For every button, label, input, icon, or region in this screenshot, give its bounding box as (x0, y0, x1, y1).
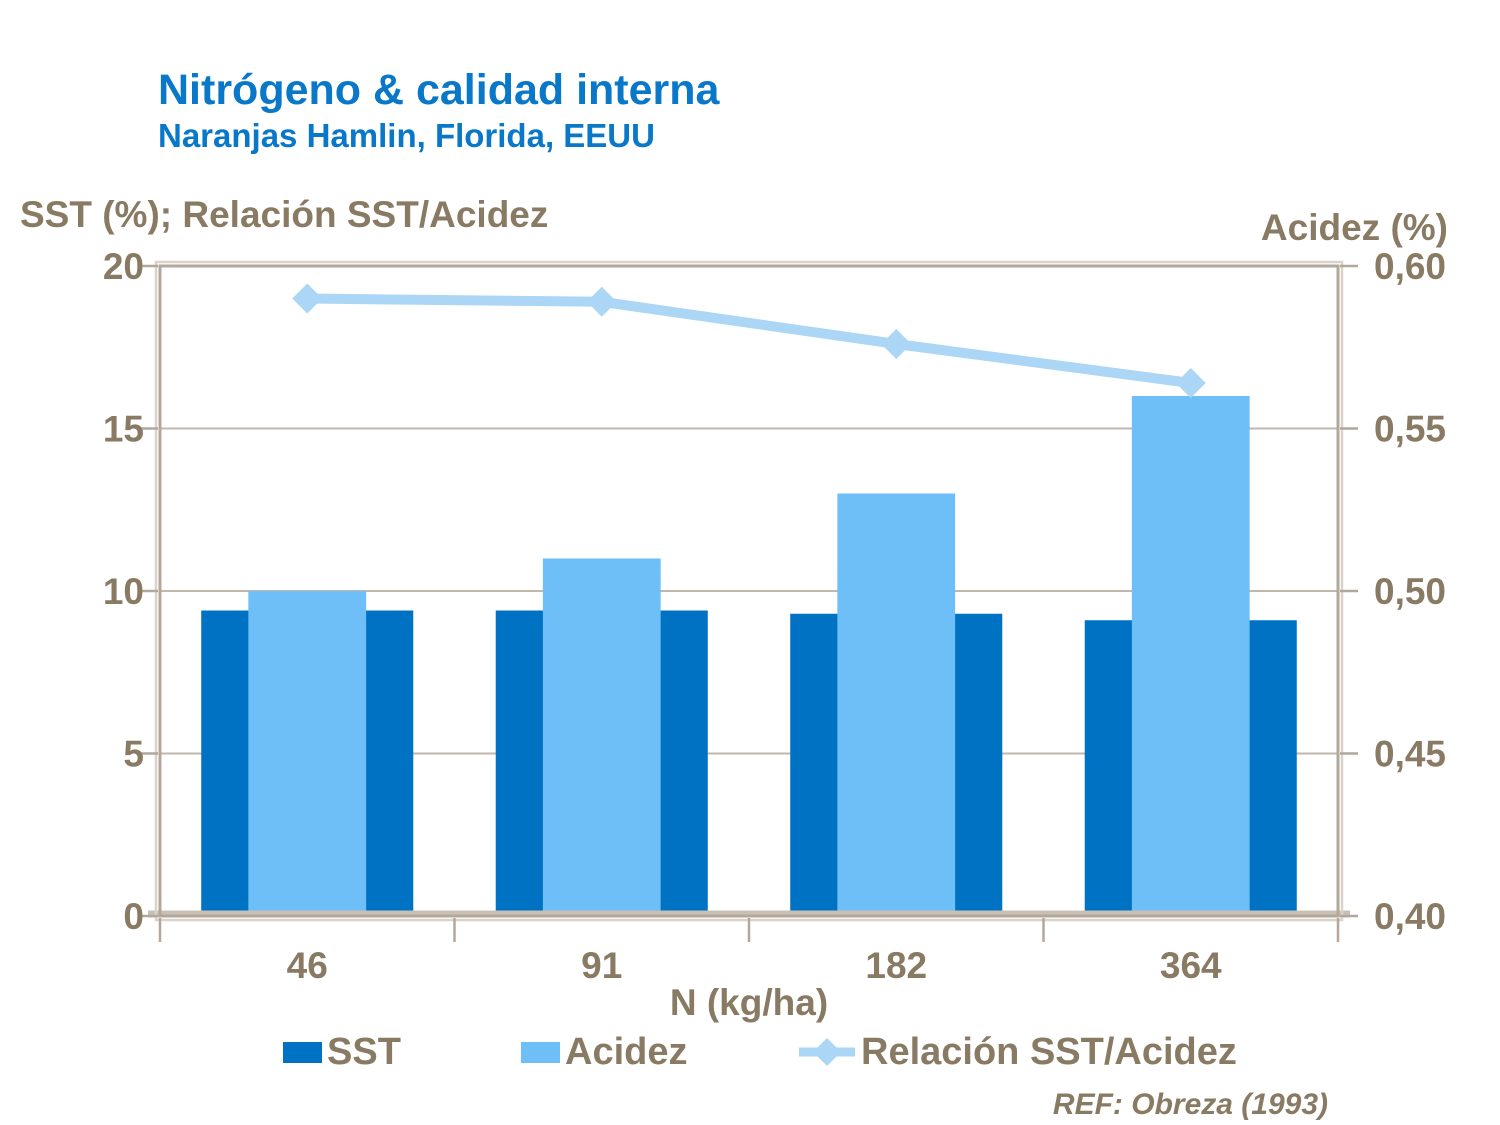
page-subtitle: Naranjas Hamlin, Florida, EEUU (158, 117, 655, 154)
reference-note: REF: Obreza (1993) (1052, 1088, 1328, 1121)
left-tick-label: 20 (103, 246, 144, 287)
ratio-line-series (292, 283, 1206, 398)
legend-item-sst: SST (283, 1031, 401, 1073)
sst-swatch-icon (283, 1041, 322, 1063)
tick-labels: 0 5 10 15 20 0,40 0,45 0,50 0,55 0,60 46 91 182 364 (103, 246, 1446, 986)
bar-acidez-182 (837, 493, 956, 916)
right-tick-label: 0,55 (1374, 409, 1446, 450)
left-tick-label: 5 (123, 734, 144, 775)
legend-item-acidez: Acidez (521, 1031, 687, 1073)
axis-ticks (140, 264, 1358, 942)
right-axis-title: Acidez (%) (1260, 207, 1448, 248)
bar-acidez-364 (1131, 396, 1250, 916)
right-tick-label: 0,40 (1374, 896, 1446, 937)
legend-label-acidez: Acidez (565, 1030, 688, 1073)
left-tick-label: 15 (103, 409, 144, 450)
bar-acidez-46 (248, 591, 367, 916)
page-title: Nitrógeno & calidad interna (158, 66, 720, 114)
left-tick-label: 10 (103, 571, 144, 612)
right-tick-label: 0,45 (1374, 734, 1446, 775)
diamond-marker-46 (292, 283, 323, 314)
x-axis-baseline (148, 910, 1350, 918)
legend-label-sst: SST (327, 1030, 401, 1073)
x-category-label: 46 (287, 945, 328, 986)
left-axis-title: SST (%); Relación SST/Acidez (20, 194, 549, 235)
right-tick-label: 0,60 (1374, 246, 1446, 287)
diamond-marker-364 (1175, 368, 1206, 398)
x-category-label: 91 (581, 945, 622, 986)
chart-legend: SST Acidez Relación SST/Acidez (0, 1031, 1500, 1073)
right-tick-label: 0,50 (1374, 571, 1446, 612)
line-diamond-icon (799, 1038, 855, 1066)
x-category-label: 182 (865, 945, 927, 986)
x-axis-title: N (kg/ha) (669, 982, 829, 1023)
acidez-swatch-icon (521, 1041, 560, 1063)
left-tick-label: 0 (123, 896, 144, 937)
diamond-marker-182 (881, 329, 912, 359)
x-category-label: 364 (1160, 945, 1222, 986)
legend-item-ratio: Relación SST/Acidez (798, 1031, 1237, 1073)
bar-acidez-91 (542, 558, 661, 916)
diamond-marker-91 (586, 286, 617, 317)
legend-label-ratio: Relación SST/Acidez (861, 1030, 1237, 1073)
bars-acidez (248, 396, 1250, 916)
